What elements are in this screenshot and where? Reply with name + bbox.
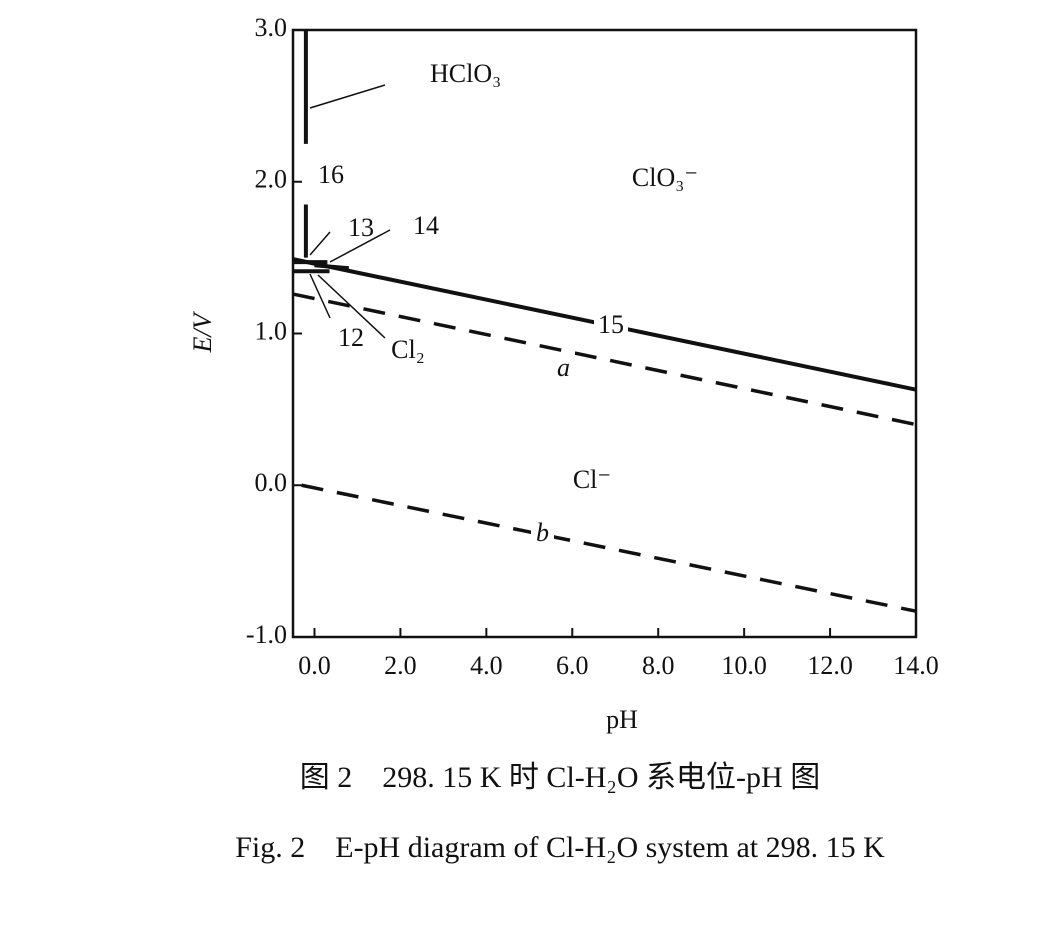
- leader-line: [309, 84, 386, 109]
- line-label: 16: [318, 160, 344, 189]
- caption: Fig. 2 E-pH diagram of Cl-H₂O system at …: [235, 831, 885, 864]
- y-tick-label: 1.0: [255, 316, 288, 345]
- region-label: Cl₂: [391, 335, 425, 364]
- line-label: a: [557, 353, 570, 382]
- x-tick-label: 6.0: [556, 651, 589, 680]
- y-axis-label: E/V: [188, 310, 217, 353]
- y-tick-label: 0.0: [255, 468, 288, 497]
- line-label: 13: [348, 213, 374, 242]
- x-tick-label: 10.0: [721, 651, 767, 680]
- x-tick-label: 8.0: [642, 651, 675, 680]
- x-tick-label: 0.0: [298, 651, 331, 680]
- label-backdrop: [594, 309, 628, 339]
- series-line: [314, 263, 350, 271]
- leader-line: [309, 231, 331, 256]
- region-label: HClO₃: [430, 59, 501, 88]
- x-tick-label: 2.0: [384, 651, 417, 680]
- x-tick-label: 14.0: [893, 651, 939, 680]
- region-label: Cl⁻: [573, 465, 611, 494]
- x-tick-label: 12.0: [807, 651, 853, 680]
- label-backdrop: [552, 352, 575, 382]
- line-label: 14: [413, 211, 439, 240]
- y-tick-label: -1.0: [246, 620, 287, 649]
- x-axis-label: pH: [606, 705, 638, 734]
- caption: 图 2 298. 15 K 时 Cl-H₂O 系电位-pH 图: [300, 761, 820, 794]
- line-label: 12: [338, 323, 364, 352]
- line-label: b: [536, 518, 549, 547]
- label-backdrop: [531, 517, 554, 547]
- region-label: ClO₃⁻: [632, 163, 698, 192]
- x-tick-label: 4.0: [470, 651, 503, 680]
- y-tick-label: 3.0: [255, 13, 288, 42]
- line-label: 15: [598, 310, 624, 339]
- leader-line: [317, 274, 386, 339]
- leader-line: [329, 229, 391, 263]
- y-tick-label: 2.0: [255, 165, 288, 194]
- leader-line: [309, 273, 331, 319]
- series-line: [301, 483, 917, 613]
